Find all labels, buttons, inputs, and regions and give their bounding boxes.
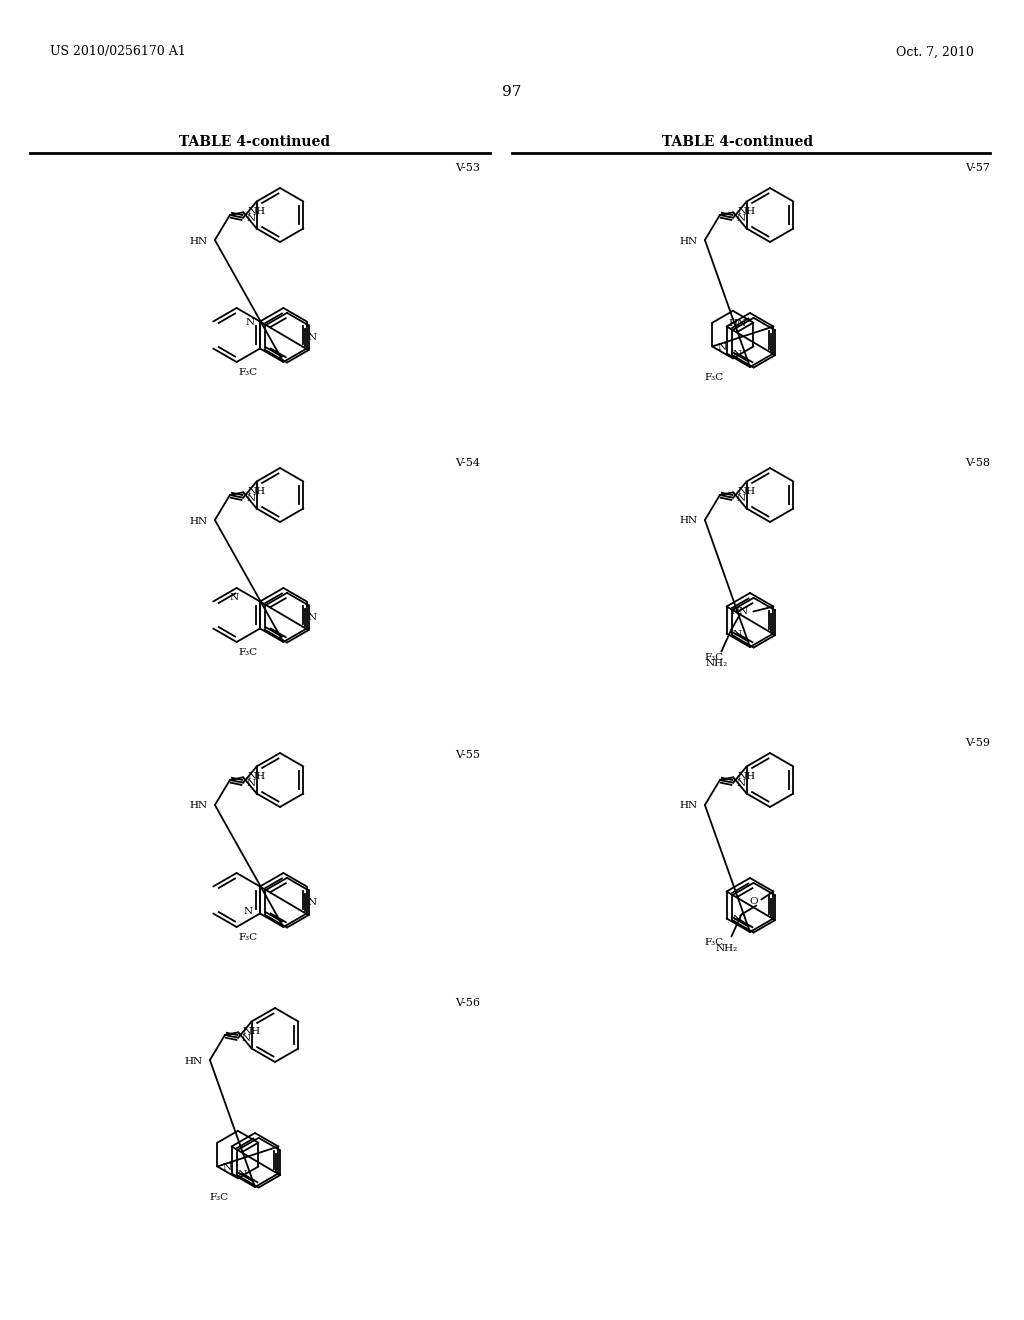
Text: N: N (307, 898, 316, 907)
Text: N: N (237, 1170, 246, 1179)
Text: HN: HN (189, 236, 208, 246)
Text: HN: HN (730, 607, 749, 616)
Text: F₃C: F₃C (238, 933, 257, 942)
Text: HN: HN (680, 236, 698, 246)
Text: NH: NH (737, 207, 756, 215)
Text: N: N (732, 915, 741, 924)
Text: HN: HN (728, 319, 746, 329)
Text: Oct. 7, 2010: Oct. 7, 2010 (896, 45, 974, 58)
Text: TABLE 4-continued: TABLE 4-continued (663, 135, 813, 149)
Text: N: N (736, 779, 745, 788)
Text: N: N (247, 214, 256, 223)
Text: 97: 97 (503, 84, 521, 99)
Text: V-59: V-59 (965, 738, 990, 748)
Text: N: N (732, 630, 741, 639)
Text: HN: HN (680, 801, 698, 810)
Text: N: N (736, 214, 745, 223)
Text: V-58: V-58 (965, 458, 990, 469)
Text: N: N (247, 494, 256, 503)
Text: F₃C: F₃C (238, 368, 257, 378)
Text: US 2010/0256170 A1: US 2010/0256170 A1 (50, 45, 185, 58)
Text: HN: HN (680, 516, 698, 525)
Text: O: O (750, 898, 758, 906)
Text: NH₂: NH₂ (715, 944, 737, 953)
Text: N: N (718, 343, 727, 352)
Text: N: N (732, 350, 741, 359)
Text: V-54: V-54 (455, 458, 480, 469)
Text: HN: HN (184, 1056, 203, 1065)
Text: V-57: V-57 (966, 162, 990, 173)
Text: N: N (244, 907, 253, 916)
Text: N: N (247, 779, 256, 788)
Text: TABLE 4-continued: TABLE 4-continued (179, 135, 331, 149)
Text: NH: NH (247, 772, 265, 781)
Text: F₃C: F₃C (238, 648, 257, 657)
Text: NH: NH (247, 487, 265, 496)
Text: NH: NH (247, 207, 265, 215)
Text: V-56: V-56 (455, 998, 480, 1008)
Text: F₃C: F₃C (705, 653, 724, 663)
Text: HN: HN (189, 516, 208, 525)
Text: N: N (229, 594, 239, 602)
Text: NH₂: NH₂ (706, 659, 727, 668)
Text: N: N (307, 333, 316, 342)
Text: N: N (246, 318, 255, 327)
Text: N: N (242, 1034, 251, 1043)
Text: N: N (736, 494, 745, 503)
Text: N: N (307, 612, 316, 622)
Text: NH: NH (737, 487, 756, 496)
Text: F₃C: F₃C (705, 939, 724, 946)
Text: F₃C: F₃C (705, 374, 724, 381)
Text: NH: NH (243, 1027, 260, 1036)
Text: V-53: V-53 (455, 162, 480, 173)
Text: NH: NH (737, 772, 756, 781)
Text: F₃C: F₃C (210, 1193, 228, 1203)
Text: HN: HN (189, 801, 208, 810)
Text: N: N (223, 1163, 231, 1172)
Text: V-55: V-55 (455, 750, 480, 760)
